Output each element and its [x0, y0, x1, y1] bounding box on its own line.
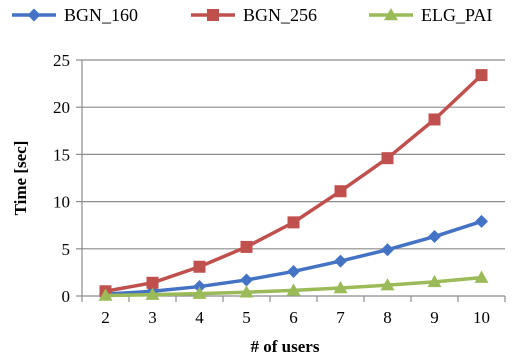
y-tick-label-15: 15: [53, 145, 70, 164]
point-ELG_PAI-2: [98, 288, 113, 301]
x-tick-label-5: 5: [242, 308, 251, 327]
legend-item-BGN_160: BGN_160: [12, 5, 138, 25]
point-BGN_160-7: [334, 254, 347, 268]
y-tick-labels: 0 5 10 15 20 25: [53, 51, 70, 306]
point-ELG_PAI-10: [474, 270, 489, 283]
legend-label-BGN_160: BGN_160: [64, 5, 138, 25]
point-BGN_160-5: [240, 273, 253, 287]
x-tick-label-7: 7: [336, 308, 345, 327]
y-tick-label-25: 25: [53, 51, 70, 70]
x-tick-label-8: 8: [383, 308, 392, 327]
point-BGN_160-6: [287, 264, 300, 278]
series-layer: [98, 69, 489, 301]
point-ELG_PAI-9: [427, 274, 442, 288]
point-ELG_PAI-3: [145, 287, 160, 300]
y-tick-label-10: 10: [53, 193, 70, 212]
point-BGN_256-9: [428, 113, 441, 126]
legend-item-BGN_256: BGN_256: [191, 5, 317, 25]
point-ELG_PAI-5: [239, 285, 254, 298]
legend: BGN_160 BGN_256 ELG_PAI: [12, 5, 492, 25]
point-BGN_256-5: [240, 240, 253, 253]
legend-label-BGN_256: BGN_256: [243, 5, 317, 25]
y-tick-label-20: 20: [53, 98, 70, 117]
series-ELG_PAI: [98, 270, 489, 301]
x-tick-label-9: 9: [430, 308, 439, 327]
gridlines: [82, 59, 505, 250]
point-BGN_256-7: [334, 185, 347, 198]
point-BGN_256-10: [475, 69, 488, 82]
point-ELG_PAI-4: [192, 286, 207, 299]
x-tick-label-3: 3: [148, 308, 157, 327]
point-BGN_160-9: [428, 230, 441, 244]
point-BGN_256-8: [381, 152, 394, 165]
point-BGN_256-6: [287, 216, 300, 229]
x-tick-label-10: 10: [473, 308, 490, 327]
point-BGN_160-8: [381, 243, 394, 257]
x-tick-labels: 2 3 4 5 6 7 8 9 10: [101, 308, 490, 327]
x-tick-label-6: 6: [289, 308, 298, 327]
y-axis-title: Time [sec]: [11, 141, 30, 216]
legend-label-ELG_PAI: ELG_PAI: [421, 5, 492, 25]
x-tick-label-4: 4: [195, 308, 204, 327]
point-BGN_256-4: [193, 260, 206, 273]
x-axis-title: # of users: [251, 337, 320, 356]
y-tick-label-0: 0: [62, 287, 71, 306]
point-ELG_PAI-6: [286, 283, 301, 296]
legend-marker-BGN_160: [27, 8, 41, 22]
point-BGN_256-3: [146, 276, 159, 289]
point-BGN_160-10: [475, 214, 488, 228]
series-BGN_256: [99, 69, 488, 298]
legend-marker-BGN_256: [207, 9, 219, 21]
axes: [76, 59, 506, 302]
legend-marker-ELG_PAI: [384, 8, 398, 21]
point-BGN_160-4: [193, 280, 206, 294]
x-tick-label-2: 2: [101, 308, 110, 327]
point-ELG_PAI-8: [380, 278, 395, 291]
y-tick-label-5: 5: [62, 240, 71, 259]
point-ELG_PAI-7: [333, 280, 348, 294]
legend-item-ELG_PAI: ELG_PAI: [369, 5, 492, 25]
